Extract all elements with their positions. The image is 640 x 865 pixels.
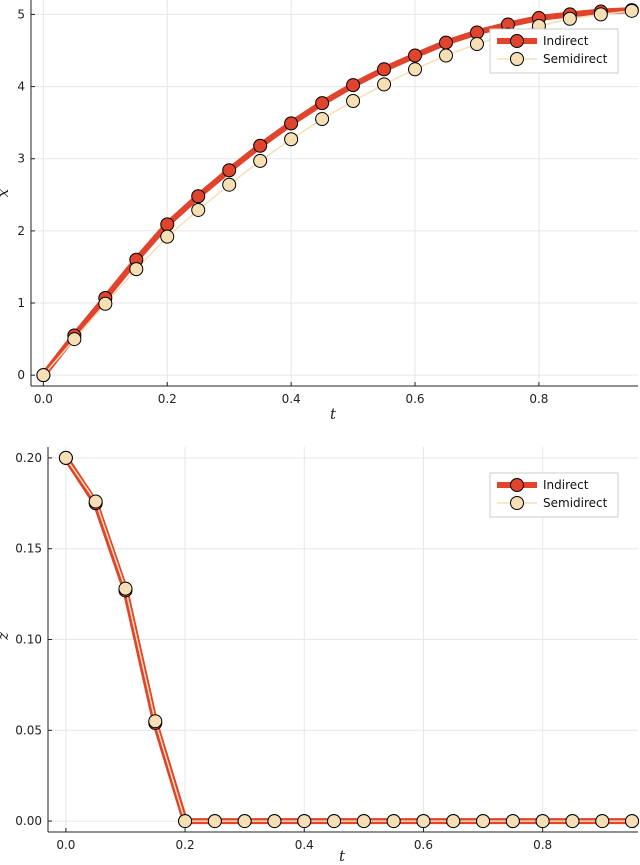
y-tick-label: 0.10 [15, 633, 42, 647]
legend-box [489, 28, 619, 74]
data-point-semidirect [416, 814, 431, 829]
data-point-semidirect [129, 262, 144, 277]
y-tick-label: 5 [17, 7, 25, 21]
x-tick-label: 0.6 [414, 838, 433, 852]
x-tick-label: 0.2 [176, 838, 195, 852]
x-tick-label: 0.4 [295, 838, 314, 852]
data-point-semidirect [148, 714, 163, 729]
data-point-semidirect [253, 153, 268, 168]
x-tick-label: 0.2 [158, 392, 177, 406]
data-point-indirect [253, 138, 268, 153]
data-point-indirect [191, 189, 206, 204]
legend-semidirect-marker [510, 496, 524, 510]
axes: 0.0 0.2 0.4 0.6 0.8 0 1 2 3 4 5 [17, 0, 638, 406]
data-point-semidirect [67, 332, 82, 347]
y-tick-label: 3 [17, 152, 25, 166]
data-point-indirect [160, 217, 175, 232]
data-point-semidirect [408, 62, 423, 77]
grid-lines [31, 0, 638, 386]
data-point-semidirect [595, 814, 610, 829]
data-point-semidirect [446, 814, 461, 829]
data-point-semidirect [346, 94, 361, 109]
data-point-semidirect [58, 450, 73, 465]
data-point-semidirect [377, 77, 392, 92]
y-tick-label: 0.15 [15, 542, 42, 556]
data-point-semidirect [191, 202, 206, 217]
data-point-semidirect [118, 581, 133, 596]
data-point-semidirect [327, 814, 342, 829]
data-point-semidirect [438, 48, 453, 63]
data-point-semidirect [535, 814, 550, 829]
y-axis-label: z [0, 632, 12, 641]
y-axis-label: x [0, 188, 12, 197]
data-point-semidirect [222, 177, 237, 192]
legend-indirect-marker [510, 34, 524, 48]
plot-z-vs-t: 0.0 0.2 0.4 0.6 0.8 0.00 0.05 0.10 0.15 0.20 Indi… [0, 447, 640, 865]
legend-semidirect-label: Semidirect [543, 52, 608, 66]
data-point-semidirect [160, 229, 175, 244]
data-point-semidirect [565, 814, 580, 829]
axes: 0.0 0.2 0.4 0.6 0.8 0.00 0.05 0.10 0.15 0.20 [15, 447, 638, 852]
data-point-indirect [438, 35, 453, 50]
data-point-indirect [222, 163, 237, 178]
series-layer [58, 450, 640, 829]
legend-indirect-label: Indirect [543, 34, 589, 48]
data-point-semidirect [593, 7, 608, 22]
data-point-semidirect [505, 814, 520, 829]
legend-indirect-label: Indirect [543, 478, 589, 492]
data-point-indirect [284, 116, 299, 131]
data-point-semidirect [88, 494, 103, 509]
x-tick-label: 0.8 [533, 838, 552, 852]
legend-semidirect-label: Semidirect [543, 496, 608, 510]
data-point-semidirect [562, 11, 577, 26]
data-point-semidirect [386, 814, 401, 829]
x-axis-label: t [330, 405, 337, 423]
data-point-semidirect [624, 3, 639, 18]
data-point-indirect [315, 96, 330, 111]
y-tick-label: 0 [17, 368, 25, 382]
x-tick-label: 0.6 [405, 392, 424, 406]
data-point-semidirect [476, 814, 491, 829]
y-tick-label: 0.20 [15, 451, 42, 465]
legend-indirect-marker [510, 478, 524, 492]
data-point-semidirect [36, 368, 51, 383]
data-point-semidirect [315, 112, 330, 127]
x-tick-label: 0.0 [34, 392, 53, 406]
data-point-semidirect [237, 814, 252, 829]
y-tick-label: 4 [17, 80, 25, 94]
data-point-semidirect [267, 814, 282, 829]
data-point-semidirect [207, 814, 222, 829]
data-point-semidirect [284, 132, 299, 147]
legend-semidirect-marker [510, 52, 524, 66]
legend-box [489, 472, 619, 518]
x-tick-label: 0.0 [56, 838, 75, 852]
data-point-indirect [408, 48, 423, 63]
y-tick-label: 2 [17, 224, 25, 238]
x-tick-label: 0.4 [282, 392, 301, 406]
data-point-indirect [346, 78, 361, 93]
x-tick-label: 0.8 [529, 392, 548, 406]
data-point-semidirect [98, 296, 113, 311]
y-tick-label: 0.00 [15, 814, 42, 828]
data-point-indirect [377, 62, 392, 77]
y-tick-label: 1 [17, 296, 25, 310]
data-point-semidirect [625, 814, 640, 829]
data-point-semidirect [178, 814, 193, 829]
data-point-semidirect [469, 37, 484, 52]
x-axis-label: t [339, 847, 346, 865]
legend: Indirect Semidirect [489, 28, 619, 74]
y-tick-label: 0.05 [15, 723, 42, 737]
legend: Indirect Semidirect [489, 472, 619, 518]
plot-x-vs-t: 0.0 0.2 0.4 0.6 0.8 0 1 2 3 4 5 Indirect Semidirec… [0, 0, 639, 423]
data-point-semidirect [297, 814, 312, 829]
data-point-semidirect [356, 814, 371, 829]
